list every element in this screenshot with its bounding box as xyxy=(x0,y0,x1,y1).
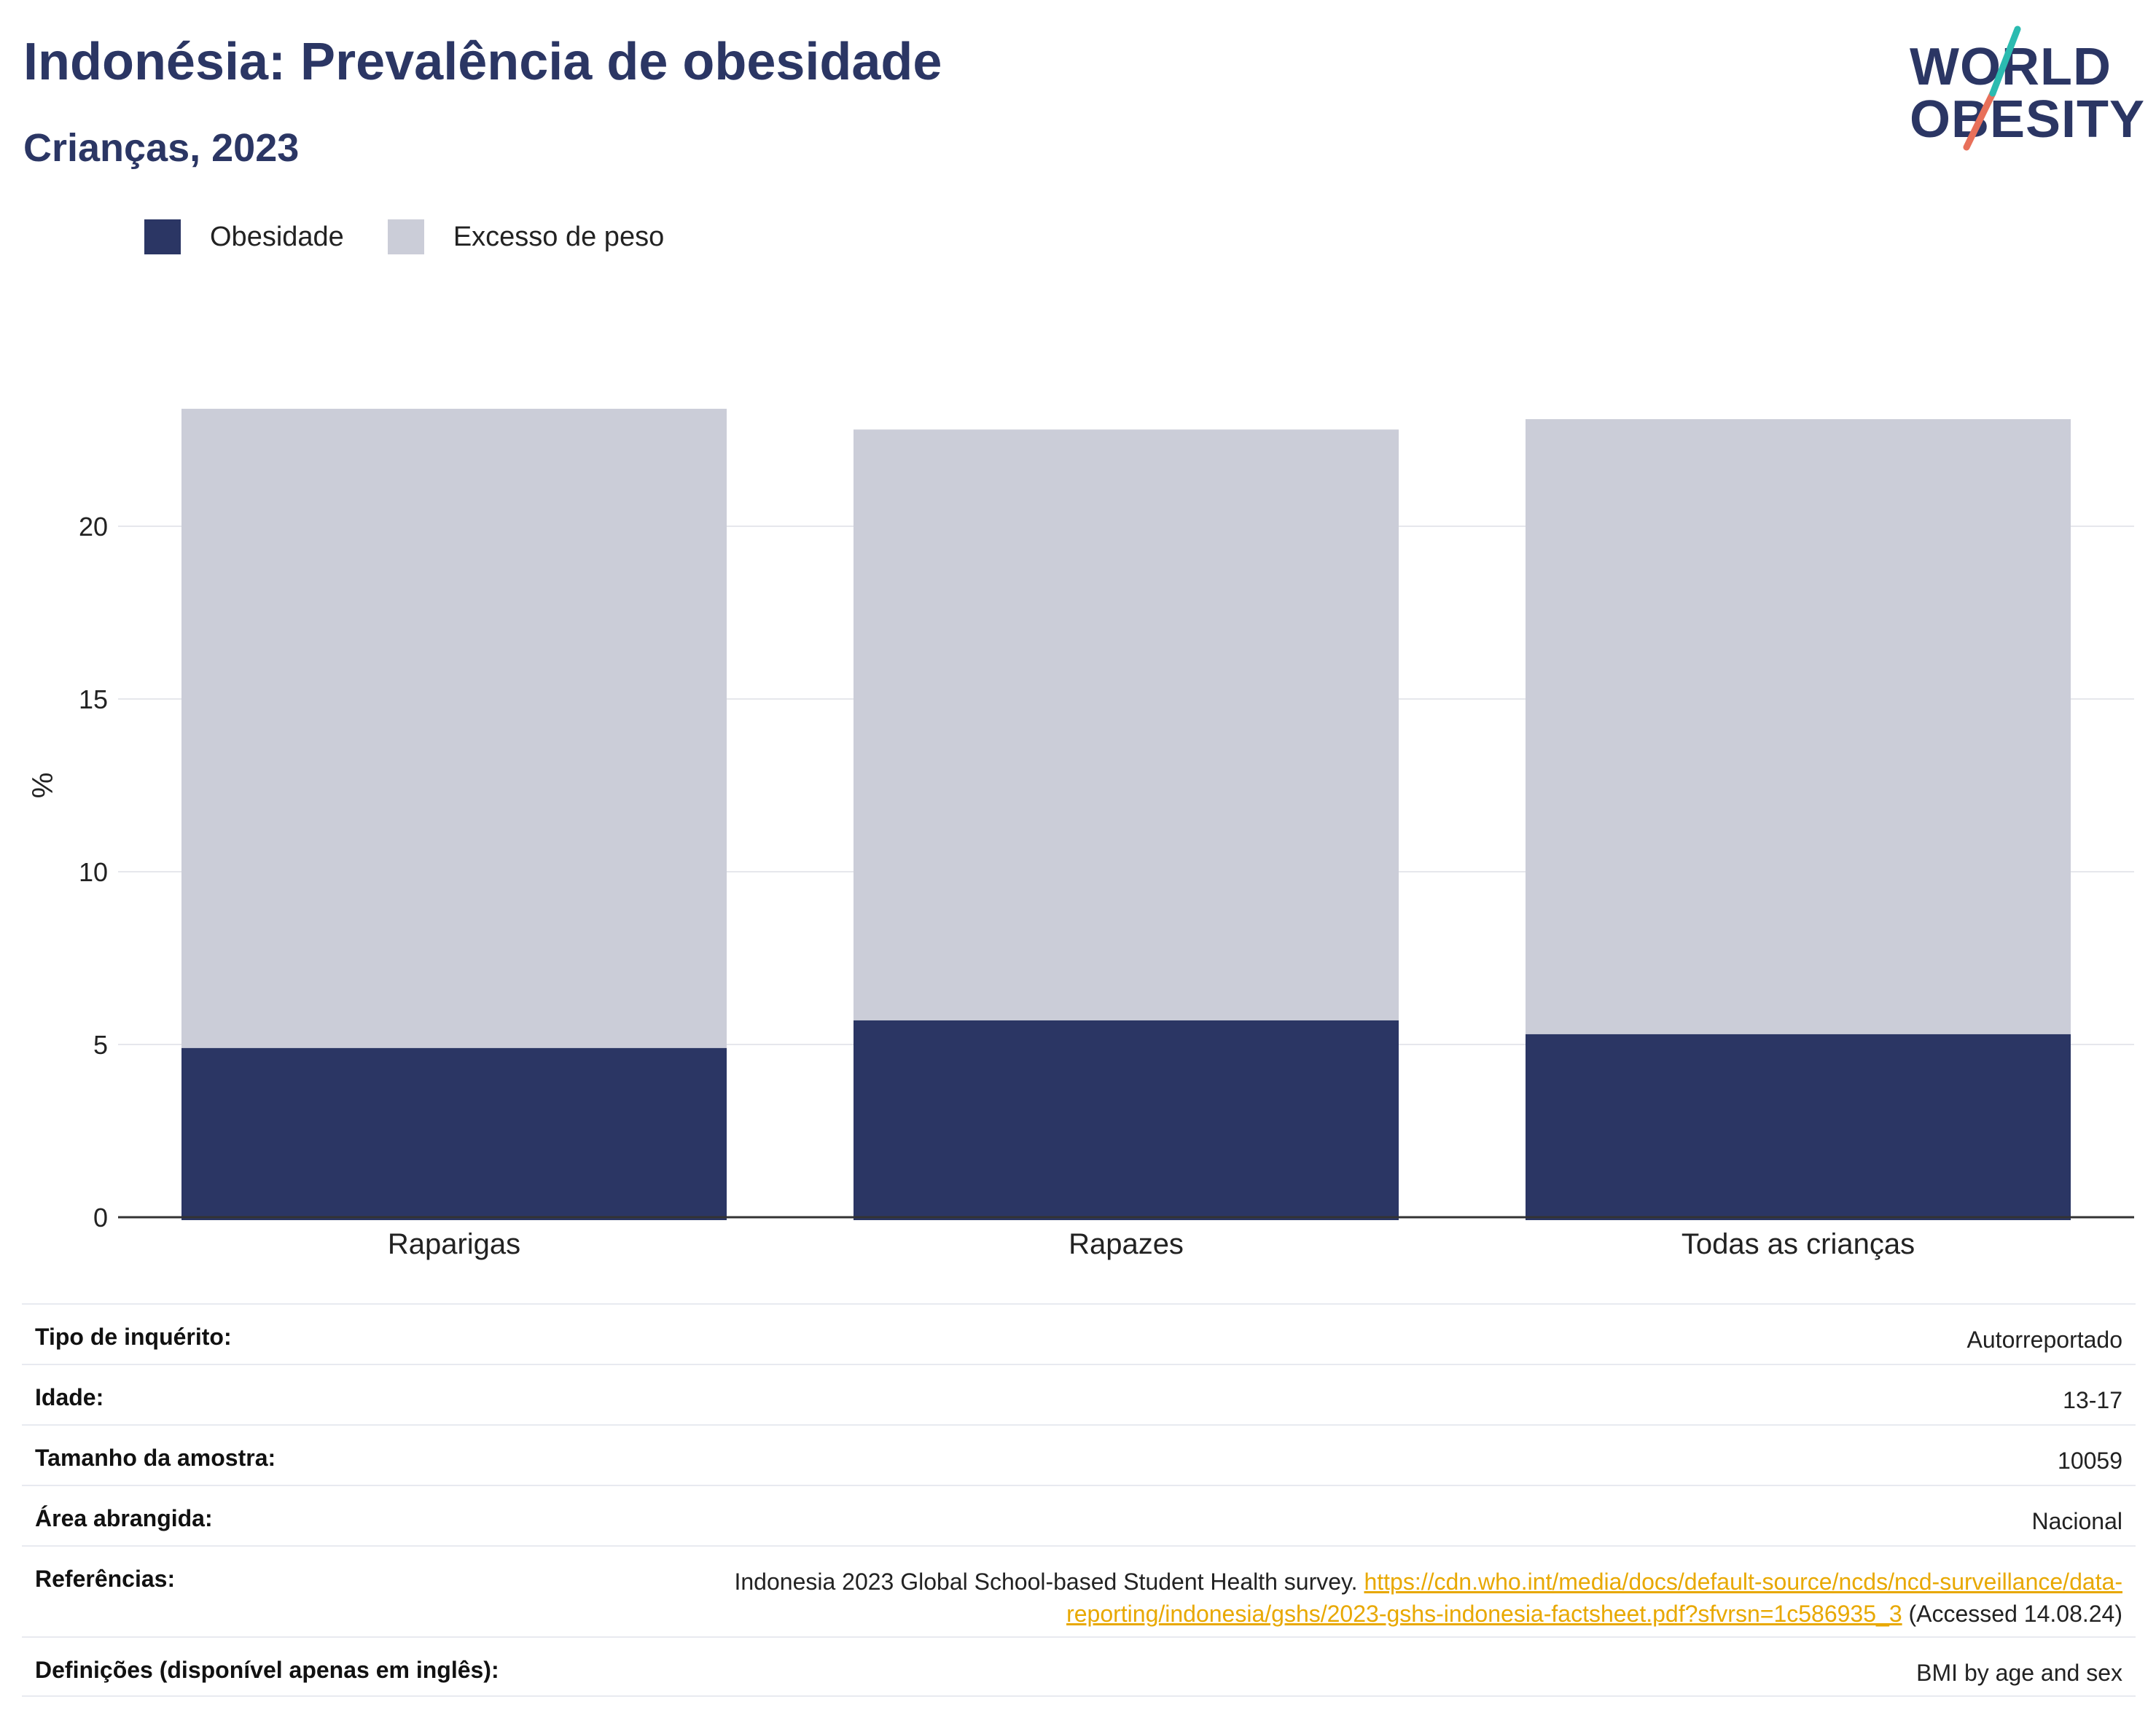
meta-value: 10059 xyxy=(2058,1448,2122,1474)
meta-label: Tipo de inquérito: xyxy=(35,1324,232,1350)
survey-details-table: Tipo de inquérito: Autorreportado Idade:… xyxy=(22,1303,2136,1697)
bar-overweight[interactable] xyxy=(1526,419,2071,1034)
x-tick-label: Todas as crianças xyxy=(1682,1228,1915,1260)
world-obesity-logo: WORLD OBESITY xyxy=(1902,22,2146,153)
meta-row-survey-type: Tipo de inquérito: Autorreportado xyxy=(22,1303,2136,1364)
legend-label-overweight: Excesso de peso xyxy=(453,221,665,252)
legend-label-obesity: Obesidade xyxy=(210,221,344,252)
meta-row-sample-size: Tamanho da amostra: 10059 xyxy=(22,1424,2136,1485)
meta-value: BMI by age and sex xyxy=(1916,1660,2122,1686)
meta-row-definitions: Definições (disponível apenas em inglês)… xyxy=(22,1636,2136,1697)
x-tick-label: Raparigas xyxy=(388,1228,520,1260)
meta-row-age: Idade: 13-17 xyxy=(22,1364,2136,1424)
meta-label: Idade: xyxy=(35,1384,104,1410)
meta-label: Tamanho da amostra: xyxy=(35,1445,276,1471)
meta-label: Definições (disponível apenas em inglês)… xyxy=(35,1657,499,1683)
bar-chart: 0 5 10 15 20% Raparigas Rapazes Todas as crianç… xyxy=(27,408,2134,1260)
legend-item-obesity[interactable]: Obesidade xyxy=(144,219,344,254)
y-tick-label: 5 xyxy=(93,1030,108,1060)
legend-swatch-overweight xyxy=(387,219,424,254)
y-tick-label: 0 xyxy=(93,1203,108,1233)
page-title: Indonésia: Prevalência de obesidade xyxy=(23,33,942,91)
logo-slash-icon xyxy=(1963,26,2021,151)
meta-value: Nacional xyxy=(2031,1508,2122,1534)
meta-label: Referências: xyxy=(35,1566,176,1592)
y-tick-label: 15 xyxy=(79,684,108,714)
reference-text: Indonesia 2023 Global School-based Stude… xyxy=(734,1569,1358,1595)
x-tick-label: Rapazes xyxy=(1069,1228,1184,1260)
chart-legend: Obesidade Excesso de peso xyxy=(144,219,708,255)
legend-item-overweight[interactable]: Excesso de peso xyxy=(387,219,665,254)
meta-value: Autorreportado xyxy=(1966,1327,2122,1353)
bar-obesity[interactable] xyxy=(854,1020,1399,1220)
bar-obesity[interactable] xyxy=(1526,1034,2071,1220)
y-tick-label: 20 xyxy=(79,512,108,542)
bar-overweight[interactable] xyxy=(854,429,1399,1020)
bar-overweight[interactable] xyxy=(181,408,727,1048)
y-axis-label: % xyxy=(27,773,59,799)
legend-swatch-obesity xyxy=(144,219,181,254)
logo-line-2: OBESITY xyxy=(1910,90,2146,149)
bar-obesity[interactable] xyxy=(181,1047,727,1220)
meta-row-references: Referências: Indonesia 2023 Global Schoo… xyxy=(22,1545,2136,1636)
reference-accessed: (Accessed 14.08.24) xyxy=(1908,1601,2123,1627)
meta-value: 13-17 xyxy=(2063,1387,2122,1413)
y-tick-label: 10 xyxy=(79,857,108,887)
meta-label: Área abrangida: xyxy=(35,1505,213,1531)
meta-row-area: Área abrangida: Nacional xyxy=(22,1485,2136,1545)
reference-link[interactable]: https://cdn.who.int/media/docs/default-s… xyxy=(1066,1569,2122,1627)
page-subtitle: Crianças, 2023 xyxy=(23,126,300,170)
references-value: Indonesia 2023 Global School-based Stude… xyxy=(519,1547,2122,1630)
